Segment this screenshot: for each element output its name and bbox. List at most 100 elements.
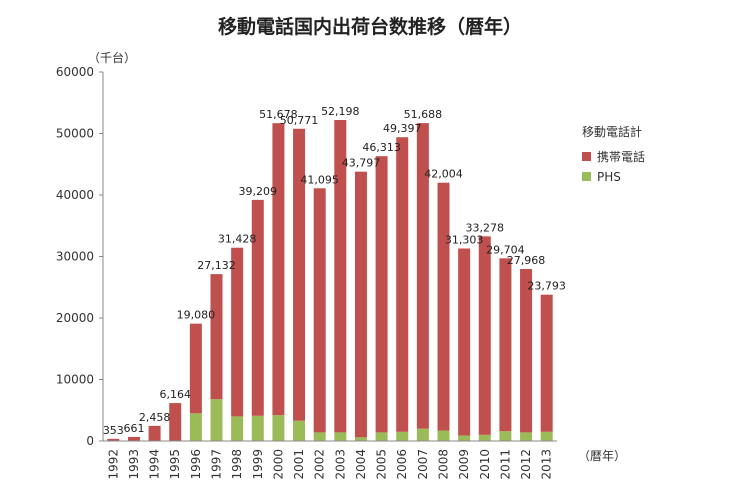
bar-segment-phs bbox=[354, 437, 367, 441]
x-tick-label: 1997 bbox=[210, 449, 224, 480]
bar-segment-phs bbox=[437, 430, 450, 441]
x-tick-label: 1994 bbox=[148, 449, 162, 480]
bar-segment-phs bbox=[293, 420, 306, 441]
bar-segment-phs bbox=[313, 432, 326, 441]
data-label: 19,080 bbox=[177, 309, 216, 322]
x-tick-label: 2004 bbox=[354, 449, 368, 480]
bar-segment-phs bbox=[520, 432, 533, 441]
bar-segment-mobile bbox=[437, 182, 450, 431]
data-label: 39,209 bbox=[239, 185, 278, 198]
data-label: 23,793 bbox=[527, 280, 566, 293]
x-axis: 1992 1993 1994 1995 1996 1997 1998 1999 2000 2001… bbox=[103, 440, 557, 480]
x-tick-label: 1992 bbox=[106, 449, 120, 480]
bar-segment-mobile bbox=[478, 236, 491, 435]
legend-title: 移動電話計 bbox=[582, 124, 642, 139]
data-label: 2,458 bbox=[139, 411, 171, 424]
legend: 移動電話計 携帯電話 PHS bbox=[582, 124, 645, 184]
bar-segment-phs bbox=[231, 416, 244, 441]
bar-segment-mobile bbox=[169, 403, 182, 441]
bar-segment-phs bbox=[540, 431, 553, 441]
bar-segment-mobile bbox=[416, 123, 429, 429]
y-axis: 0 10000 20000 30000 40000 50000 60000 bbox=[56, 65, 104, 448]
bar-segment-mobile bbox=[499, 258, 512, 432]
bar-segment-phs bbox=[272, 415, 285, 441]
y-tick-label: 50000 bbox=[56, 127, 94, 141]
bar-segment-phs bbox=[396, 431, 409, 441]
x-tick-label: 2012 bbox=[519, 449, 533, 480]
bar-segment-phs bbox=[478, 434, 491, 441]
bar-segment-mobile bbox=[107, 438, 120, 441]
x-tick-label: 1996 bbox=[189, 449, 203, 480]
bar-segment-mobile bbox=[189, 323, 202, 414]
bar-segment-phs bbox=[189, 413, 202, 441]
bar-segment-phs bbox=[416, 428, 429, 441]
data-label: 49,397 bbox=[383, 122, 422, 135]
data-label: 31,428 bbox=[218, 233, 257, 246]
y-tick-label: 10000 bbox=[56, 373, 94, 387]
bar-segment-mobile bbox=[210, 274, 223, 400]
bar-segment-phs bbox=[375, 432, 388, 441]
x-axis-unit: （暦年） bbox=[578, 449, 626, 463]
data-label: 33,278 bbox=[466, 221, 505, 234]
data-label: 661 bbox=[123, 422, 144, 435]
x-tick-label: 2002 bbox=[313, 449, 327, 480]
bar-segment-mobile bbox=[540, 294, 553, 432]
x-tick-label: 2008 bbox=[437, 449, 451, 480]
bar-segment-mobile bbox=[127, 436, 140, 441]
y-axis-unit: （千台） bbox=[88, 50, 136, 65]
legend-label-mobile: 携帯電話 bbox=[597, 149, 645, 164]
bar-segment-phs bbox=[210, 399, 223, 441]
y-tick-label: 40000 bbox=[56, 188, 94, 202]
x-tick-label: 1993 bbox=[127, 449, 141, 480]
bar-segment-phs bbox=[499, 431, 512, 441]
data-label: 31,303 bbox=[445, 233, 484, 246]
data-label: 43,797 bbox=[342, 157, 381, 170]
chart-title: 移動電話国内出荷台数推移（暦年） bbox=[218, 15, 522, 38]
data-label: 42,004 bbox=[424, 168, 463, 181]
data-label: 27,132 bbox=[197, 259, 236, 272]
bar-segment-phs bbox=[334, 432, 347, 441]
x-tick-label: 1999 bbox=[251, 449, 265, 480]
bar-segment-mobile bbox=[251, 199, 264, 416]
bar-segment-mobile bbox=[231, 247, 244, 417]
bar-segment-phs bbox=[251, 415, 264, 441]
data-label: 52,198 bbox=[321, 105, 360, 118]
x-tick-label: 2001 bbox=[292, 449, 306, 480]
y-tick-label: 0 bbox=[86, 434, 94, 448]
data-label: 51,688 bbox=[404, 108, 443, 121]
data-label: 29,704 bbox=[486, 243, 525, 256]
bar-segment-mobile bbox=[375, 156, 388, 433]
x-tick-label: 2006 bbox=[395, 449, 409, 480]
bar-segment-mobile bbox=[458, 248, 471, 436]
y-tick-label: 30000 bbox=[56, 250, 94, 264]
x-tick-label: 2010 bbox=[478, 449, 492, 480]
data-label: 27,968 bbox=[507, 254, 546, 267]
x-tick-label: 2003 bbox=[333, 449, 347, 480]
x-tick-label: 2005 bbox=[375, 449, 389, 480]
legend-swatch-mobile bbox=[582, 152, 591, 161]
bar-segment-mobile bbox=[334, 119, 347, 433]
bar-segment-mobile bbox=[293, 128, 306, 421]
data-label: 353 bbox=[103, 424, 124, 437]
legend-swatch-phs bbox=[582, 172, 591, 181]
x-tick-label: 2011 bbox=[498, 449, 512, 480]
x-tick-label: 2007 bbox=[416, 449, 430, 480]
data-label: 50,771 bbox=[280, 114, 319, 127]
bar-segment-mobile bbox=[148, 425, 161, 441]
x-tick-label: 1998 bbox=[230, 449, 244, 480]
x-tick-label: 2009 bbox=[457, 449, 471, 480]
data-label: 6,164 bbox=[159, 388, 191, 401]
bar-segment-mobile bbox=[396, 137, 409, 432]
bar-segment-phs bbox=[458, 435, 471, 441]
bar-segment-mobile bbox=[313, 188, 326, 433]
bar-segment-mobile bbox=[354, 171, 367, 438]
x-tick-label: 2013 bbox=[540, 449, 554, 480]
data-label: 41,095 bbox=[300, 173, 339, 186]
data-label: 51,678 bbox=[259, 108, 298, 121]
legend-label-phs: PHS bbox=[597, 170, 621, 184]
y-tick-label: 60000 bbox=[56, 65, 94, 79]
y-tick-label: 20000 bbox=[56, 311, 94, 325]
x-tick-label: 1995 bbox=[168, 449, 182, 480]
